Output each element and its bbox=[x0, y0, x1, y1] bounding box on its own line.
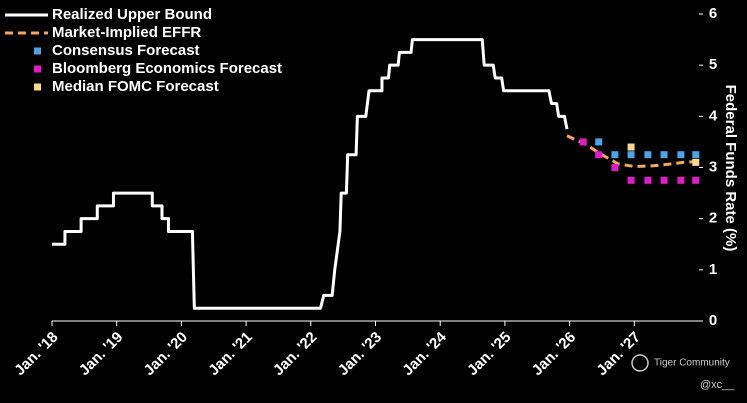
y-tick-label: 6 bbox=[709, 5, 717, 22]
legend-label: Consensus Forecast bbox=[52, 42, 200, 59]
forecast-marker bbox=[579, 138, 587, 146]
line-series bbox=[566, 134, 700, 168]
y-tick-label: 5 bbox=[709, 56, 717, 73]
y-tick-label: 0 bbox=[709, 312, 717, 329]
forecast-marker bbox=[627, 151, 635, 159]
x-tick-label: Jan. '27 bbox=[593, 329, 644, 380]
forecast-marker bbox=[677, 176, 685, 184]
x-tick-label: Jan. '22 bbox=[270, 329, 321, 380]
forecast-marker bbox=[611, 164, 619, 171]
forecast-marker bbox=[611, 151, 619, 159]
y-axis-label: Federal Funds Rate (%) bbox=[722, 85, 739, 252]
x-tick-label: Jan. '20 bbox=[141, 329, 192, 380]
forecast-marker bbox=[644, 176, 652, 184]
x-tick-label: Jan. '23 bbox=[335, 329, 386, 380]
forecast-marker bbox=[644, 151, 652, 159]
forecast-marker bbox=[677, 151, 685, 159]
x-tick-label: Jan. '21 bbox=[205, 329, 256, 380]
legend-swatch bbox=[34, 83, 41, 91]
x-tick-label: Jan. '18 bbox=[11, 329, 62, 380]
watermark-icon bbox=[631, 354, 649, 372]
legend-label: Median FOMC Forecast bbox=[52, 78, 219, 95]
forecast-marker bbox=[692, 176, 700, 184]
forecast-marker bbox=[627, 176, 635, 184]
x-tick-label: Jan. '19 bbox=[76, 329, 127, 380]
forecast-marker bbox=[595, 138, 603, 146]
forecast-marker bbox=[692, 151, 700, 159]
legend-label: Realized Upper Bound bbox=[52, 6, 212, 23]
watermark: Tiger Community bbox=[654, 358, 730, 369]
legend-label: Bloomberg Economics Forecast bbox=[52, 60, 282, 77]
legend-swatch bbox=[34, 65, 41, 73]
credit: @xc__ bbox=[700, 379, 735, 391]
legend-label: Market-Implied EFFR bbox=[52, 24, 201, 41]
forecast-marker bbox=[627, 143, 635, 151]
forecast-marker bbox=[692, 158, 700, 166]
x-tick-label: Jan. '25 bbox=[464, 329, 515, 380]
y-tick-label: 3 bbox=[709, 158, 717, 175]
y-tick-label: 4 bbox=[709, 107, 718, 124]
x-tick-label: Jan. '24 bbox=[399, 328, 450, 379]
forecast-marker bbox=[660, 151, 668, 159]
line-series bbox=[52, 38, 569, 310]
y-tick-label: 2 bbox=[709, 210, 717, 227]
y-tick-label: 1 bbox=[709, 261, 717, 278]
legend-swatch bbox=[34, 47, 41, 55]
x-tick-label: Jan. '26 bbox=[529, 329, 580, 380]
forecast-marker bbox=[660, 176, 668, 184]
forecast-marker bbox=[595, 151, 603, 159]
